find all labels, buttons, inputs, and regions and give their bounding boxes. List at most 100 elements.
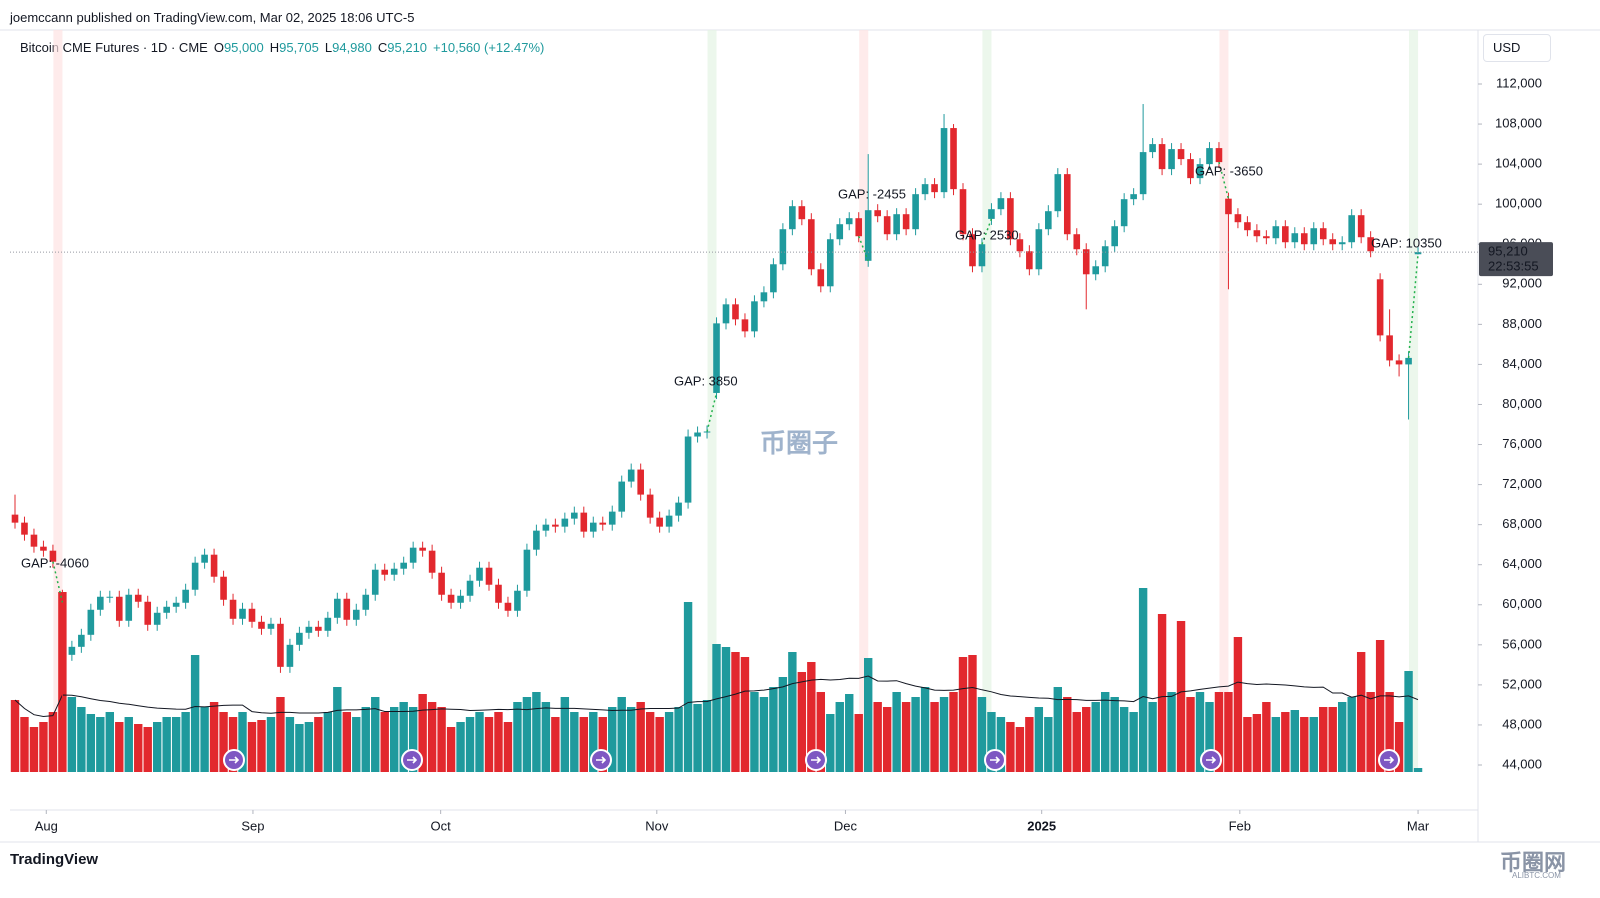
volume-bar [1053,687,1062,772]
site-url: ALIBTC.COM [1512,871,1561,880]
tradingview-logo[interactable]: TradingView [10,851,99,868]
candle-body [153,612,161,625]
candle-body [1348,215,1355,243]
volume-bar [864,658,873,772]
event-arrow [1384,756,1395,764]
volume-bar [1091,702,1100,772]
volume-bar [456,722,465,772]
volume-bar [124,717,133,772]
candle-body [296,632,303,645]
candle-body [504,602,512,611]
volume-bar [238,712,247,772]
candle-body [305,626,313,633]
candle-body [1149,144,1156,153]
x-tick-label: Sep [241,818,264,833]
volume-bar [1006,722,1015,772]
candle-body [950,128,957,190]
site-watermark: 币圈网 [1500,850,1567,875]
candle-body [627,469,635,482]
volume-bar [503,722,513,772]
candle-body [1234,214,1242,223]
gap-annotation: GAP: 2530 [955,227,1019,242]
volume-bar [323,712,333,772]
y-tick-label: 76,000 [1502,436,1542,451]
candle-body [409,547,417,563]
candle-body [381,569,389,575]
candle-body [770,264,777,293]
volume-bar [67,697,77,772]
candle-body [11,514,19,523]
candle-body [68,646,76,655]
gap-annotation: GAP: -4060 [21,555,89,570]
volume-bar [1072,712,1081,772]
candle-body [1272,226,1280,239]
volume-bar [465,717,475,772]
candle-body [580,512,588,532]
candle-body [1054,174,1062,212]
x-tick-label: 2025 [1027,818,1056,833]
gap-band [859,30,869,772]
event-arrow [811,756,822,764]
volume-bar [228,717,238,772]
volume-bar [437,707,446,772]
volume-bar [361,707,370,772]
volume-bar [1347,697,1356,772]
countdown-label: 22:53:55 [1488,259,1539,274]
volume-bar [930,702,939,772]
volume-bar [788,652,797,772]
candle-body [1196,164,1204,179]
volume-bar [598,717,607,772]
event-arrow [229,756,240,764]
volume-bar [721,647,731,772]
candle-body [220,576,227,600]
volume-bar [901,702,911,772]
volume-bar [1110,697,1119,772]
volume-bar [484,717,494,772]
volume-bar [655,717,664,772]
volume-bar [683,602,693,772]
volume-bar [408,707,418,772]
candle-body [817,269,825,287]
candle-body [571,512,578,519]
y-tick-label: 60,000 [1502,596,1542,611]
candle-body [390,568,398,575]
symbol: Bitcoin CME Futures · 1D · CME [20,40,208,55]
candle-body [239,608,246,619]
candle-body [703,431,711,433]
volume-bar [807,662,816,772]
volume-bar [769,687,778,772]
volume-bar [39,722,48,772]
candle-body [229,599,237,619]
gap-connector [706,392,718,432]
candle-body [97,596,104,610]
candle-body [466,580,474,596]
volume-bar [759,697,769,772]
candle-body [495,584,502,603]
volume-bar [475,712,484,772]
candle-body [277,623,284,667]
candle-body [125,594,133,621]
candle-body [49,550,57,562]
volume-bar [664,712,674,772]
candle-body [1367,237,1374,252]
candle-body [921,184,929,195]
volume-bar [333,687,342,772]
volume-bar [1338,702,1347,772]
volume-bar [314,717,323,772]
currency-button[interactable]: USD [1483,34,1551,62]
candle-body [78,634,85,647]
volume-bar [200,707,209,772]
volume-bar [1214,692,1224,772]
volume-bar [1290,710,1299,772]
candle-body [21,522,28,535]
volume-bar [731,652,740,772]
volume-bar [105,712,114,772]
candle-body [334,598,341,618]
volume-bar [996,717,1006,772]
x-tick-label: Dec [834,818,858,833]
y-tick-label: 108,000 [1495,115,1542,130]
x-tick-label: Feb [1229,818,1251,833]
candle-body [1168,149,1175,170]
volume-bar [920,687,930,772]
candle-body [883,216,891,235]
